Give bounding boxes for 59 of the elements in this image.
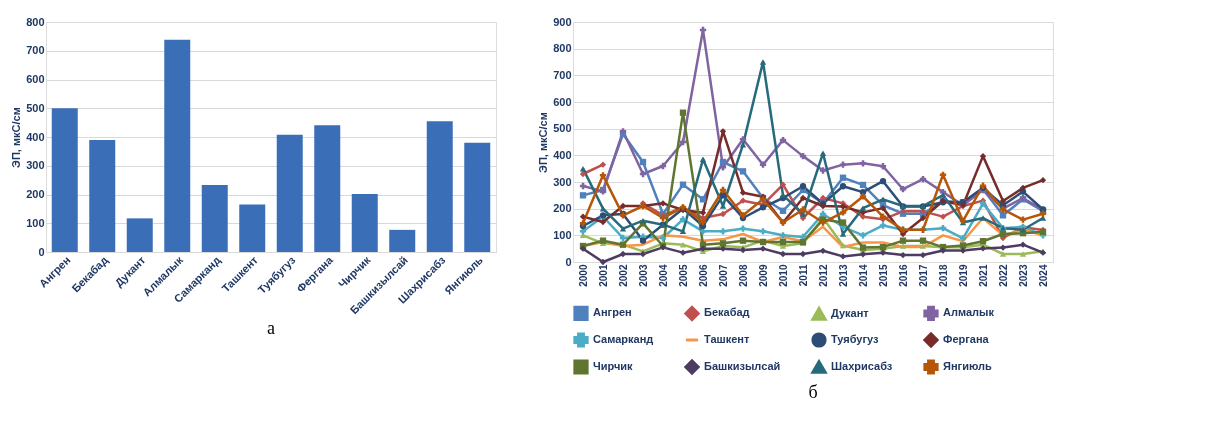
x-tick-label: 2011: [797, 264, 809, 287]
x-tick-label: 2012: [817, 264, 829, 287]
y-tick-label: 500: [26, 101, 45, 114]
legend-label: Фергана: [943, 333, 990, 345]
y-tick-label: 300: [26, 159, 45, 172]
x-tick-label: 2021: [977, 264, 989, 287]
y-tick-label: 700: [26, 44, 45, 57]
x-tick-label: 2008: [737, 264, 749, 287]
y-axis-title: ЭП, мкС/см: [10, 107, 23, 168]
x-tick-label: 2006: [697, 264, 709, 287]
legend-label: Бекабад: [704, 306, 750, 319]
text: б: [808, 382, 818, 402]
x-tick-label: 2003: [637, 264, 649, 287]
x-tick-label: 2017: [917, 264, 929, 287]
x-tick-label: 2016: [897, 264, 909, 287]
legend-label: Янгиюль: [943, 360, 992, 372]
y-tick-label: 600: [26, 73, 45, 85]
y-tick-label: 100: [26, 216, 45, 229]
x-tick-label: 2004: [657, 264, 669, 287]
x-tick-label: 2007: [717, 264, 729, 287]
y-tick-label: 0: [38, 245, 45, 258]
text: а: [267, 317, 275, 338]
y-tick-label: 300: [553, 175, 572, 188]
y-axis-title: ЭП, мкС/см: [537, 112, 550, 173]
legend-label: Туябугуз: [831, 333, 880, 345]
x-tick-label: 2000: [577, 264, 589, 287]
y-tick-label: 100: [553, 228, 572, 241]
legend-label: Шахрисабз: [831, 360, 893, 372]
x-tick-label: 2010: [777, 264, 789, 287]
legend-label: Самарканд: [593, 333, 654, 345]
legend-label: Ангрен: [593, 306, 632, 319]
y-tick-label: 400: [26, 130, 45, 143]
x-tick-label: 2002: [617, 264, 629, 287]
legend-label: Алмалык: [943, 306, 995, 319]
legend-label: Башкизылсай: [704, 360, 781, 372]
y-tick-label: 500: [553, 122, 572, 135]
legend-label: Дукант: [831, 306, 870, 319]
x-tick-label: 2014: [857, 264, 869, 287]
x-tick-label: 2022: [997, 264, 1009, 287]
legend-label: Чирчик: [593, 360, 634, 372]
x-tick-label: 2019: [957, 264, 969, 287]
x-tick-label: 2018: [937, 264, 949, 287]
x-tick-label: 2005: [677, 264, 689, 287]
x-tick-label: 2013: [837, 264, 849, 287]
x-tick-label: 2024: [1037, 264, 1049, 287]
y-tick-label: 200: [553, 202, 572, 215]
y-tick-label: 800: [26, 15, 45, 28]
y-tick-label: 600: [553, 95, 572, 108]
y-tick-label: 800: [553, 42, 572, 55]
y-tick-label: 200: [26, 188, 45, 200]
y-tick-label: 0: [565, 255, 572, 268]
x-tick-label: 2023: [1017, 264, 1029, 287]
x-tick-label: 2009: [757, 264, 769, 287]
y-tick-label: 900: [553, 15, 572, 28]
legend-label: Ташкент: [704, 333, 750, 345]
x-tick-label: 2001: [597, 264, 609, 287]
y-tick-label: 700: [553, 68, 572, 81]
y-tick-label: 400: [553, 148, 572, 161]
x-tick-label: 2015: [877, 264, 889, 287]
